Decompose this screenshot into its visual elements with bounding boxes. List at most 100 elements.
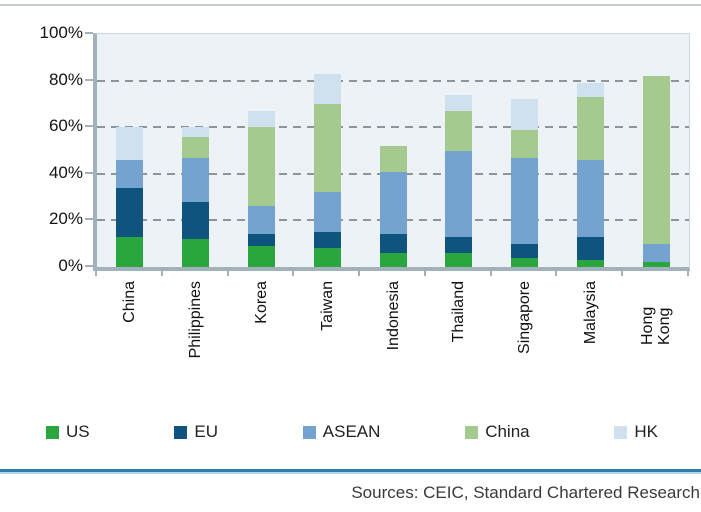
bar-segment-us-indonesia — [379, 253, 407, 267]
bar-segment-hk-philippines — [182, 127, 210, 137]
x-tick — [489, 271, 492, 276]
bar-series-container — [97, 34, 689, 267]
bar-malaysia — [576, 82, 604, 267]
x-axis-label-indonesia: Indonesia — [384, 281, 402, 351]
x-label-slot: Malaysia — [557, 281, 623, 358]
bar-segment-hk-taiwan — [313, 73, 341, 104]
bar-segment-us-philippines — [182, 239, 210, 267]
y-axis-label-100: 100% — [39, 23, 83, 42]
x-label-slot: Philippines — [163, 281, 229, 358]
bar-segment-china-thailand — [445, 110, 473, 151]
bar-segment-us-malaysia — [576, 260, 604, 267]
top-divider-line — [0, 4, 701, 6]
bar-segment-asean-malaysia — [576, 159, 604, 237]
legend-swatch-asean — [302, 425, 316, 439]
bar-segment-china-singapore — [511, 129, 539, 158]
legend-item-asean: ASEAN — [302, 422, 380, 442]
x-label-slot: Taiwan — [294, 281, 360, 358]
bar-slot-singapore — [492, 34, 558, 267]
bar-segment-asean-taiwan — [313, 192, 341, 233]
bar-segment-eu-philippines — [182, 201, 210, 240]
bar-segment-asean-korea — [247, 206, 275, 235]
bar-segment-china-malaysia — [576, 96, 604, 160]
x-tick — [160, 271, 163, 276]
y-tick — [85, 78, 93, 81]
y-tick — [85, 218, 93, 221]
x-axis-label-taiwan: Taiwan — [318, 281, 336, 331]
y-axis-label-20: 20% — [48, 209, 83, 229]
x-tick — [95, 271, 97, 276]
x-tick — [292, 271, 295, 276]
x-tick — [423, 271, 426, 276]
x-axis-label-philippines: Philippines — [187, 281, 205, 359]
legend-swatch-hk — [614, 425, 628, 439]
bar-segment-hk-singapore — [511, 99, 539, 130]
y-tick — [85, 125, 93, 128]
bar-slot-malaysia — [557, 34, 623, 267]
bar-segment-hk-china — [116, 127, 144, 160]
bar-segment-us-thailand — [445, 253, 473, 267]
bar-segment-asean-thailand — [445, 150, 473, 237]
sources-note: Sources: CEIC, Standard Chartered Resear… — [351, 483, 700, 502]
legend-item-us: US — [46, 422, 90, 442]
bar-singapore — [511, 99, 539, 267]
bar-thailand — [445, 94, 473, 267]
bar-taiwan — [313, 73, 341, 267]
bar-philippines — [182, 127, 210, 267]
footer-divider-line — [0, 469, 701, 472]
legend-swatch-eu — [174, 425, 188, 439]
x-tick — [555, 271, 558, 276]
bar-segment-china-indonesia — [379, 145, 407, 172]
legend-swatch-china — [465, 425, 479, 439]
x-label-slot: Singapore — [492, 281, 558, 358]
legend-label-china: China — [485, 422, 530, 441]
bar-slot-philippines — [163, 34, 229, 267]
x-axis-labels: China Philippines Korea Taiwan Indonesia Thai… — [97, 281, 689, 358]
bar-segment-eu-singapore — [511, 243, 539, 258]
bar-segment-eu-korea — [247, 234, 275, 247]
plot-area — [93, 33, 690, 271]
bar-segment-hk-korea — [247, 110, 275, 128]
x-axis-label-malaysia: Malaysia — [581, 281, 599, 345]
x-tick — [358, 271, 361, 276]
x-axis-label-korea: Korea — [252, 281, 270, 324]
legend-item-hk: HK — [614, 422, 658, 442]
bar-slot-hong-kong — [623, 34, 689, 267]
legend-swatch-us — [46, 425, 59, 439]
bar-segment-china-hong-kong — [642, 75, 670, 244]
bar-slot-korea — [229, 34, 295, 267]
legend-label-us: US — [66, 422, 90, 441]
x-tick — [687, 271, 689, 276]
bar-slot-indonesia — [360, 34, 426, 267]
x-axis-label-singapore: Singapore — [516, 281, 534, 354]
bar-segment-us-taiwan — [313, 248, 341, 267]
legend-item-china: China — [465, 422, 530, 442]
x-label-slot: Korea — [229, 281, 295, 358]
bar-segment-eu-thailand — [445, 236, 473, 254]
gridline-80 — [97, 79, 689, 82]
bar-slot-taiwan — [294, 34, 360, 267]
bar-slot-thailand — [426, 34, 492, 267]
bar-segment-us-hong-kong — [642, 262, 670, 267]
bar-segment-us-singapore — [511, 257, 539, 267]
legend-label-eu: EU — [194, 422, 219, 441]
y-tick — [85, 32, 93, 34]
bar-segment-asean-philippines — [182, 157, 210, 202]
gridline-60 — [97, 126, 689, 129]
bar-segment-hk-thailand — [445, 94, 473, 111]
x-tick — [621, 271, 624, 276]
bar-slot-china — [97, 34, 163, 267]
chart-legend: US EU ASEAN China HK — [46, 422, 658, 442]
bar-segment-china-korea — [247, 127, 275, 207]
y-tick — [85, 265, 93, 267]
bar-segment-china-taiwan — [313, 103, 341, 193]
y-axis-label-40: 40% — [48, 162, 83, 182]
bar-segment-hk-malaysia — [576, 82, 604, 97]
bar-korea — [247, 110, 275, 267]
x-tick — [226, 271, 229, 276]
y-axis-label-80: 80% — [48, 69, 83, 89]
y-tick — [85, 171, 93, 174]
bar-segment-asean-singapore — [511, 157, 539, 244]
footer-divider-line-highlight — [0, 472, 701, 474]
